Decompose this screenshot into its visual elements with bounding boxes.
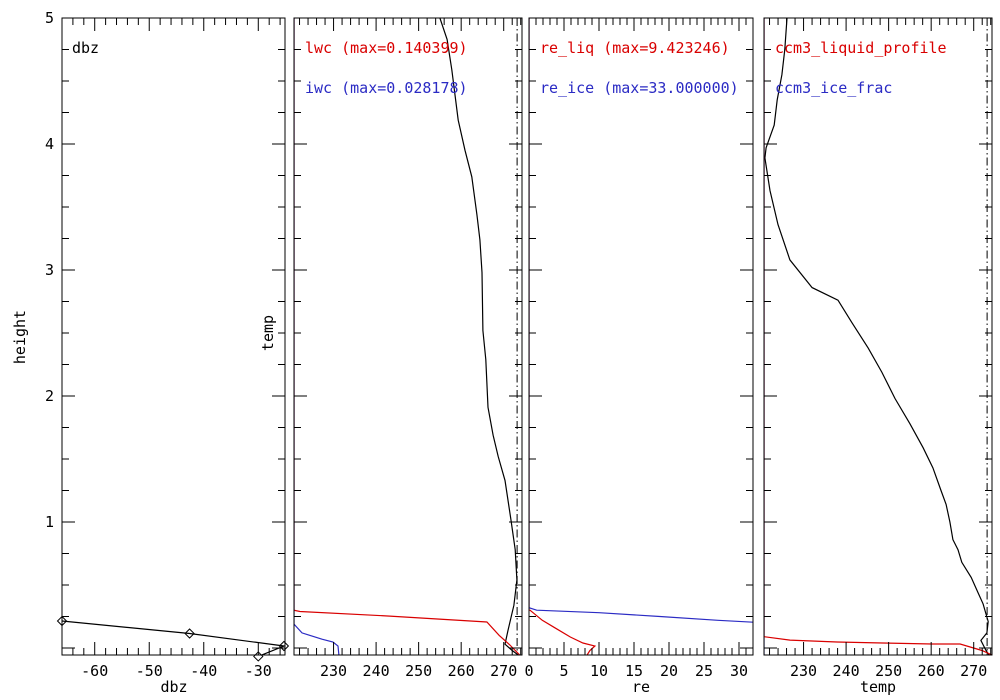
- x-tick-label: 260: [448, 662, 475, 680]
- x-tick-label: 270: [490, 662, 517, 680]
- y-tick-label: 1: [45, 513, 54, 531]
- series-re_liq: [529, 18, 597, 655]
- x-tick-label: 270: [960, 662, 987, 680]
- x-tick-label: 240: [833, 662, 860, 680]
- y-axis-title-height: height: [11, 309, 29, 365]
- x-tick-label: 5: [559, 662, 568, 680]
- x-tick-label: 230: [320, 662, 347, 680]
- legend-re-ice: re_ice (max=33.000000): [540, 79, 739, 97]
- x-tick-label: 10: [590, 662, 608, 680]
- series-iwc: [294, 18, 340, 655]
- x-tick-label: 240: [363, 662, 390, 680]
- x-tick-label: -60: [81, 662, 108, 680]
- panel2-y-axis-title-temp: temp: [259, 314, 277, 352]
- legend-ccm3-liquid-profile: ccm3_liquid_profile: [775, 39, 947, 57]
- diamond-marker: [56, 615, 68, 627]
- y-tick-label: 2: [45, 387, 54, 405]
- series-lwc: [294, 18, 521, 655]
- x-tick-label: 0: [524, 662, 533, 680]
- series-ccm3_liquid_profile: [764, 18, 992, 655]
- y-tick-label: 4: [45, 135, 54, 153]
- x-axis-title-dbz: dbz: [160, 678, 188, 696]
- legend-re-liq: re_liq (max=9.423246): [540, 39, 730, 57]
- legend-lwc: lwc (max=0.140399): [305, 39, 468, 57]
- series-temp_profile: [764, 18, 990, 655]
- legend-iwc: iwc (max=0.028178): [305, 79, 468, 97]
- diamond-marker: [278, 640, 290, 652]
- series-re_ice: [529, 18, 753, 623]
- x-tick-label: 260: [918, 662, 945, 680]
- diamond-marker: [184, 628, 195, 639]
- legend-ccm3-ice-frac: ccm3_ice_frac: [775, 79, 893, 97]
- panel-re-panel: 0 5 10 15 20 25 30: [524, 17, 754, 680]
- series-dbz_profile: [62, 620, 285, 655]
- series-temp_profile: [439, 18, 519, 655]
- x-tick-label: -40: [190, 662, 217, 680]
- x-tick-label: -50: [136, 662, 163, 680]
- x-tick-label: 30: [730, 662, 748, 680]
- panel-ccm3-panel: 230 240 250 260 270: [763, 17, 993, 680]
- x-tick-label: -30: [245, 662, 272, 680]
- panel-dbz-panel: -60 -50 -40 -30 1 2 3 4 5: [45, 9, 290, 680]
- x-tick-label: 250: [405, 662, 432, 680]
- panel1-inner-label: dbz: [72, 39, 100, 57]
- y-tick-label: 3: [45, 261, 54, 279]
- x-tick-label: 230: [790, 662, 817, 680]
- panel-lwc-iwc-panel: 230 240 250 260 270: [293, 17, 523, 680]
- x-tick-label: 25: [695, 662, 713, 680]
- y-tick-label: 5: [45, 9, 54, 27]
- x-tick-label: 15: [625, 662, 643, 680]
- x-tick-label: 250: [875, 662, 902, 680]
- x-axis-title-re: re: [631, 678, 651, 696]
- x-tick-label: 20: [660, 662, 678, 680]
- x-axis-title-temp: temp: [859, 678, 897, 696]
- diamond-marker: [253, 651, 264, 662]
